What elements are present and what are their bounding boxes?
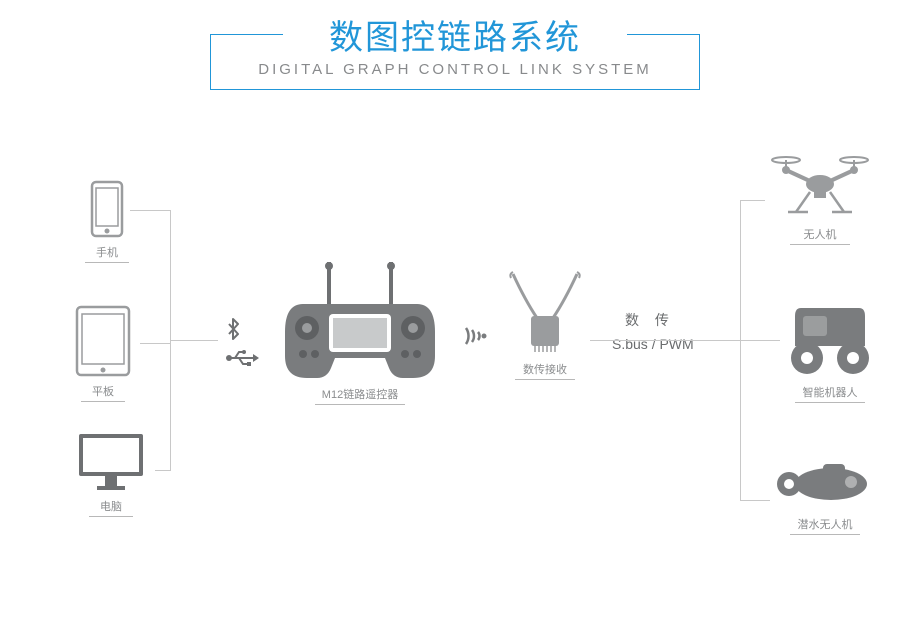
drone-label: 无人机 <box>790 226 850 245</box>
header: 数图控链路系统 DIGITAL GRAPH CONTROL LINK SYSTE… <box>210 10 700 78</box>
robot-device: 智能机器人 <box>785 300 875 403</box>
submarine-device: 潜水无人机 <box>775 450 875 535</box>
connector-line <box>155 470 170 471</box>
pc-label: 电脑 <box>89 498 133 517</box>
drone-icon <box>770 150 870 220</box>
robot-icon <box>785 300 875 378</box>
phone-label: 手机 <box>85 244 129 263</box>
connector-line <box>740 200 741 500</box>
usb-icon <box>225 349 259 367</box>
receiver-device: 数传接收 <box>505 270 585 380</box>
connector-line <box>710 340 740 341</box>
connector-line <box>170 340 218 341</box>
connector-line <box>740 500 770 501</box>
controller-label: M12链路遥控器 <box>315 386 405 405</box>
pc-device: 电脑 <box>75 430 147 517</box>
title-chinese: 数图控链路系统 <box>210 10 700 59</box>
link-label-2: S.bus / PWM <box>612 336 694 352</box>
pc-icon <box>75 430 147 492</box>
connector-line <box>740 200 765 201</box>
connector-line <box>130 210 170 211</box>
phone-icon <box>90 180 124 238</box>
signal-icon <box>460 320 492 357</box>
controller-device: M12链路遥控器 <box>285 260 435 405</box>
link-label-1: 数 传 <box>625 310 675 330</box>
connector-line <box>740 340 780 341</box>
connector-line <box>140 343 170 344</box>
controller-icon <box>285 260 435 380</box>
robot-label: 智能机器人 <box>795 384 865 403</box>
receiver-label: 数传接收 <box>515 361 575 380</box>
connector-line <box>590 340 710 341</box>
title-english: DIGITAL GRAPH CONTROL LINK SYSTEM <box>210 61 700 78</box>
tablet-label: 平板 <box>81 383 125 402</box>
phone-device: 手机 <box>85 180 129 263</box>
submarine-label: 潜水无人机 <box>790 516 860 535</box>
tablet-icon <box>75 305 131 377</box>
connection-icons <box>225 318 259 372</box>
drone-device: 无人机 <box>770 150 870 245</box>
tablet-device: 平板 <box>75 305 131 402</box>
receiver-icon <box>505 270 585 355</box>
bluetooth-icon <box>225 318 243 340</box>
submarine-icon <box>775 450 875 510</box>
